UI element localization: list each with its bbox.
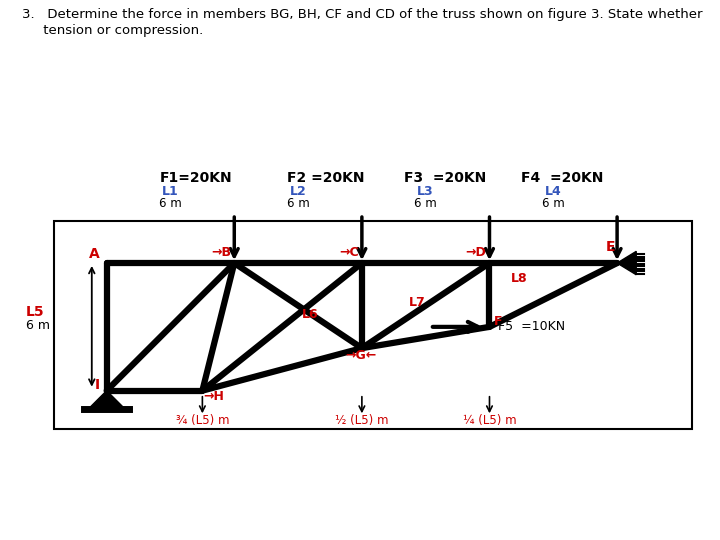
Text: I: I — [95, 377, 100, 392]
Text: →C: →C — [339, 246, 359, 259]
Text: 6 m: 6 m — [542, 197, 564, 210]
Text: 6 m: 6 m — [414, 197, 437, 210]
Text: F1=20KN: F1=20KN — [160, 171, 233, 185]
Text: L7: L7 — [409, 295, 426, 308]
Text: 6 m: 6 m — [26, 319, 50, 332]
Text: F2 =20KN: F2 =20KN — [287, 171, 365, 185]
Bar — [53, 220, 691, 429]
Text: L6: L6 — [302, 308, 319, 321]
Text: →G←: →G← — [345, 349, 377, 362]
Text: F4  =20KN: F4 =20KN — [521, 171, 604, 185]
Text: A: A — [89, 247, 99, 261]
Text: L3: L3 — [418, 185, 434, 198]
Text: F: F — [494, 315, 503, 328]
Text: L2: L2 — [289, 185, 307, 198]
Text: ½ (L5) m: ½ (L5) m — [335, 414, 389, 427]
Text: F3  =20KN: F3 =20KN — [405, 171, 487, 185]
Polygon shape — [89, 390, 125, 409]
Text: →B: →B — [211, 246, 231, 259]
Text: F5  =10KN: F5 =10KN — [498, 320, 565, 333]
Text: ¾ (L5) m: ¾ (L5) m — [176, 414, 229, 427]
Text: L8: L8 — [510, 272, 527, 285]
Text: →D: →D — [466, 246, 486, 259]
Text: 6 m: 6 m — [159, 197, 182, 210]
Text: 6 m: 6 m — [287, 197, 310, 210]
Text: 3.   Determine the force in members BG, BH, CF and CD of the truss shown on figu: 3. Determine the force in members BG, BH… — [22, 8, 702, 21]
Polygon shape — [617, 251, 636, 275]
Text: L5: L5 — [26, 305, 45, 319]
Text: ¼ (L5) m: ¼ (L5) m — [463, 414, 516, 427]
Text: L1: L1 — [162, 185, 179, 198]
Text: tension or compression.: tension or compression. — [22, 24, 203, 37]
Text: L4: L4 — [545, 185, 562, 198]
Text: →H: →H — [204, 390, 225, 403]
Text: E: E — [606, 240, 616, 254]
